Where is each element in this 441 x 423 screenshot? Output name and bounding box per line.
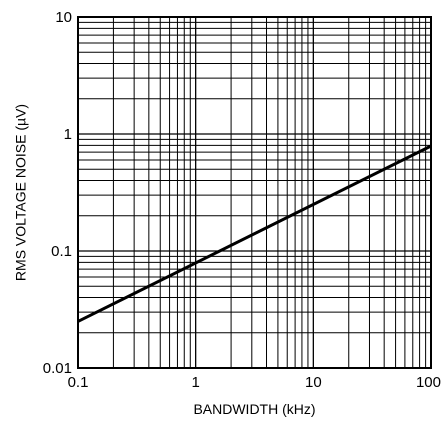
x-tick-label: 10 xyxy=(305,374,322,391)
series-group xyxy=(77,144,432,323)
y-tick-label: 0.1 xyxy=(51,243,72,260)
y-tick-label: 1 xyxy=(64,126,72,143)
x-tick-label: 1 xyxy=(191,374,199,391)
grid xyxy=(77,17,431,369)
x-axis-label: BANDWIDTH (kHz) xyxy=(193,401,315,417)
series-line xyxy=(77,144,432,323)
y-tick-label: 0.01 xyxy=(43,360,72,377)
x-tick-label: 100 xyxy=(416,374,441,391)
y-axis-label: RMS VOLTAGE NOISE (µV) xyxy=(13,104,29,281)
plot-frame xyxy=(77,16,432,369)
y-tick-label: 10 xyxy=(55,9,72,26)
x-tick-label: 0.1 xyxy=(68,374,89,391)
